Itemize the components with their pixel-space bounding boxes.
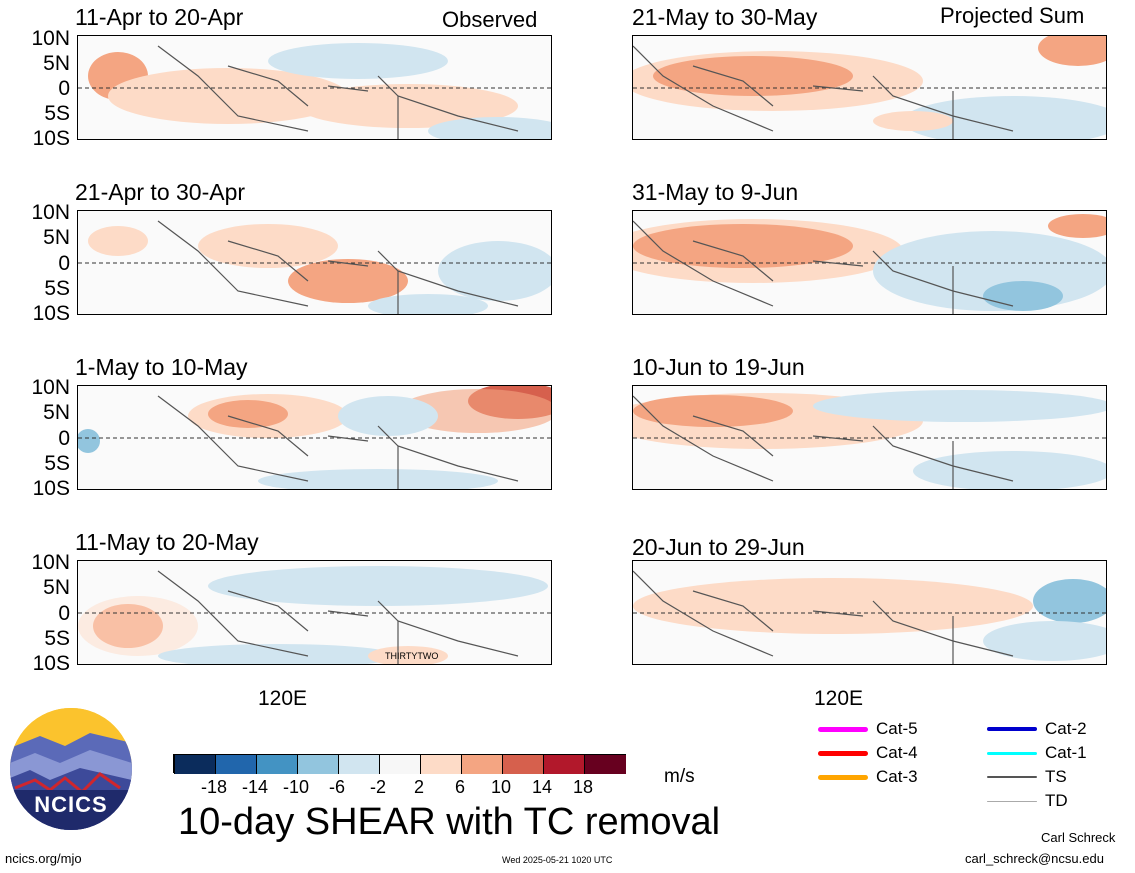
lat-label: 10N (31, 201, 70, 224)
shear-map-panel (632, 385, 1107, 490)
legend-label: TD (1045, 791, 1068, 810)
legend-label: Cat-4 (876, 743, 918, 762)
lat-label: 5N (43, 226, 70, 249)
storm-label: THIRTYTWO (385, 651, 439, 661)
lat-label: 0 (58, 252, 70, 275)
legend-swatch (818, 774, 868, 780)
legend-swatch (987, 727, 1037, 731)
legend-label: Cat-3 (876, 767, 918, 786)
colorbar-cell (297, 755, 339, 774)
colorbar-tick: -14 (241, 777, 268, 797)
colorbar-cell (461, 755, 503, 774)
lon-label: 120E (258, 687, 308, 710)
footer-author: Carl Schreck (1041, 830, 1116, 845)
panel-title: 31-May to 9-Jun (632, 179, 799, 205)
shear-map-panel: THIRTYTWO (77, 560, 552, 665)
lat-label: 0 (58, 602, 70, 625)
shear-map-panel (632, 210, 1107, 315)
colorbar-tick: -10 (282, 777, 309, 797)
lat-label: 10S (32, 127, 70, 150)
colorbar-cell (584, 755, 626, 774)
colorbar-cell (174, 755, 216, 774)
lat-label: 0 (58, 77, 70, 100)
colorbar (173, 754, 626, 774)
legend-swatch (818, 726, 868, 732)
legend-label: Cat-2 (1045, 719, 1087, 738)
legend-label: TS (1045, 767, 1067, 786)
colorbar-tick: 18 (572, 777, 594, 797)
legend-swatch (818, 750, 868, 756)
legend-label: Cat-1 (1045, 743, 1087, 762)
projected-header: Projected Sum (940, 3, 1085, 28)
colorbar-tick: 14 (531, 777, 553, 797)
lat-label: 0 (58, 427, 70, 450)
lat-label: 5S (44, 102, 70, 125)
footer-timestamp: Wed 2025-05-21 1020 UTC (502, 855, 613, 865)
colorbar-tick: 6 (454, 777, 465, 797)
colorbar-cell (420, 755, 462, 774)
panel-title: 21-Apr to 30-Apr (75, 179, 246, 205)
colorbar-tick: -6 (328, 777, 345, 797)
lat-label: 10N (31, 376, 70, 399)
main-title: 10-day SHEAR with TC removal (178, 801, 721, 843)
lat-label: 5N (43, 52, 70, 75)
colorbar-cell (338, 755, 380, 774)
colorbar-tick: 10 (490, 777, 512, 797)
lat-label: 10S (32, 477, 70, 500)
colorbar-ticks: -18 -14 -10 -6 -2 2 6 10 14 18 (173, 777, 626, 799)
panel-title: 11-May to 20-May (75, 529, 259, 555)
shear-map-panel (632, 35, 1107, 140)
lat-label: 5N (43, 576, 70, 599)
lat-label: 5S (44, 627, 70, 650)
legend-swatch (987, 800, 1037, 802)
legend-item-cat5: Cat-5 (818, 719, 918, 739)
lon-label: 120E (814, 687, 864, 710)
lat-label: 5S (44, 452, 70, 475)
legend-item-cat1: Cat-1 (987, 743, 1087, 763)
shear-map-panel (632, 560, 1107, 665)
colorbar-cell (502, 755, 544, 774)
shear-map-panel (77, 210, 552, 315)
panel-title: 1-May to 10-May (75, 354, 248, 380)
panel-title: 11-Apr to 20-Apr (75, 4, 244, 30)
panel-title: 21-May to 30-May (632, 4, 818, 30)
panel-title: 20-Jun to 29-Jun (632, 534, 805, 560)
colorbar-tick: 2 (413, 777, 424, 797)
legend-item-cat4: Cat-4 (818, 743, 918, 763)
shear-map-panel (77, 385, 552, 490)
legend-item-ts: TS (987, 767, 1067, 787)
legend-item-cat2: Cat-2 (987, 719, 1087, 739)
legend-item-cat3: Cat-3 (818, 767, 918, 787)
panel-title: 10-Jun to 19-Jun (632, 354, 805, 380)
colorbar-cell (215, 755, 257, 774)
observed-header: Observed (442, 7, 538, 32)
legend-swatch (987, 751, 1037, 755)
lat-label: 5S (44, 277, 70, 300)
colorbar-cell (256, 755, 298, 774)
lat-label: 10S (32, 302, 70, 325)
lat-label: 10S (32, 652, 70, 675)
lat-label: 10N (31, 27, 70, 50)
colorbar-units: m/s (664, 766, 695, 787)
legend-swatch (987, 776, 1037, 778)
legend-label: Cat-5 (876, 719, 918, 738)
colorbar-cell (543, 755, 585, 774)
shear-map-panel (77, 35, 552, 140)
lat-label: 10N (31, 551, 70, 574)
colorbar-cell (379, 755, 421, 774)
colorbar-tick: -2 (369, 777, 386, 797)
footer-url[interactable]: ncics.org/mjo (5, 851, 82, 866)
colorbar-tick: -18 (200, 777, 227, 797)
ncics-logo: NCICS (10, 708, 132, 830)
legend-item-td: TD (987, 791, 1068, 811)
lat-label: 5N (43, 401, 70, 424)
footer-email[interactable]: carl_schreck@ncsu.edu (965, 851, 1104, 866)
logo-text: NCICS (34, 792, 108, 817)
